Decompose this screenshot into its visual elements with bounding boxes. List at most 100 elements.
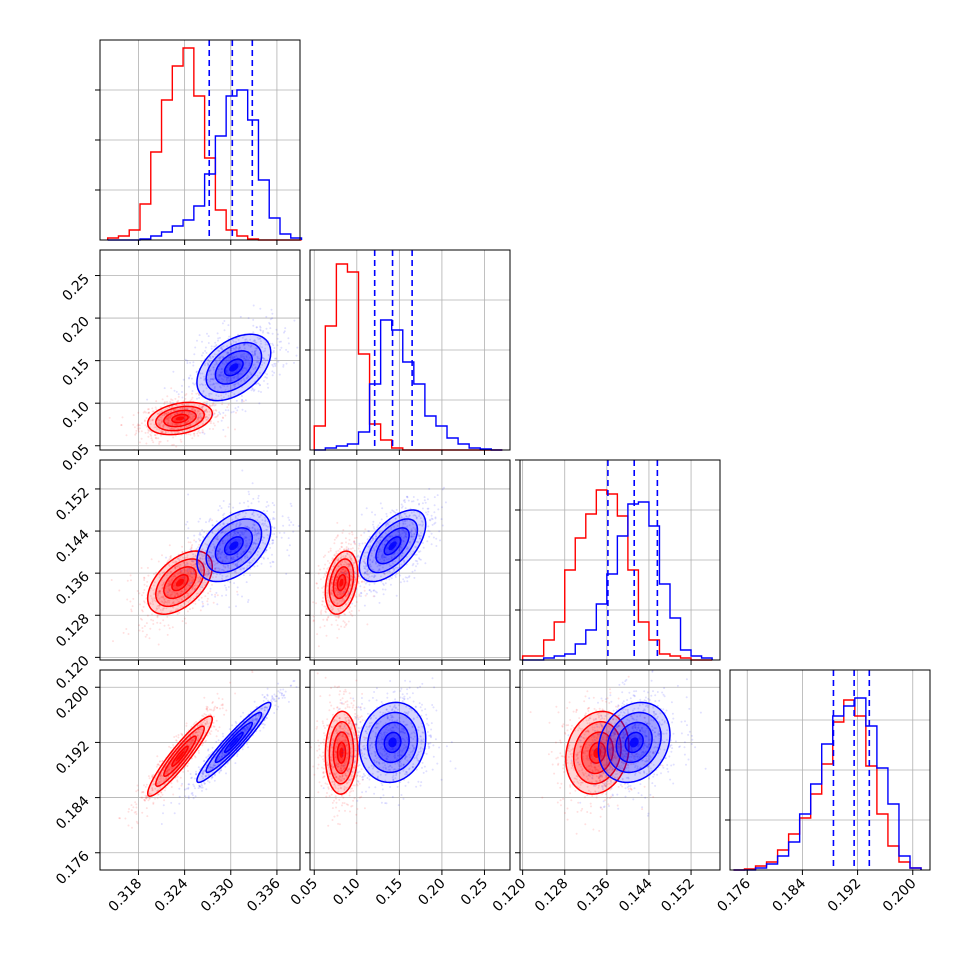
red-sample-point — [168, 558, 171, 561]
red-sample-point — [212, 601, 215, 604]
blue-sample-point — [186, 537, 189, 539]
blue-sample-point — [253, 524, 256, 527]
red-sample-point — [136, 424, 139, 427]
blue-sample-point — [393, 538, 396, 541]
blue-sample-point — [301, 346, 303, 348]
red-sample-point — [158, 424, 161, 426]
red-sample-point — [171, 593, 174, 596]
blue-sample-point — [386, 521, 389, 524]
red-sample-point — [205, 708, 208, 711]
red-sample-point — [315, 602, 318, 605]
blue-sample-point — [220, 367, 223, 370]
blue-sample-point — [253, 534, 256, 537]
blue-sample-point — [215, 573, 218, 576]
blue-sample-point — [399, 514, 402, 517]
red-sample-point — [337, 616, 340, 619]
red-sample-point — [156, 608, 159, 611]
blue-sample-point — [363, 572, 366, 575]
blue-sample-point — [213, 545, 216, 548]
blue-sample-point — [241, 469, 244, 472]
blue-sample-point — [262, 541, 265, 544]
red-sample-point — [343, 571, 345, 574]
blue-sample-point — [186, 362, 189, 364]
red-sample-point — [188, 741, 191, 743]
blue-sample-point — [255, 349, 257, 352]
panel-3-0 — [99, 669, 301, 871]
blue-sample-point — [205, 566, 208, 569]
blue-sample-point — [412, 550, 415, 553]
red-sample-point — [166, 770, 169, 773]
red-sample-point — [348, 568, 351, 571]
blue-contour — [375, 527, 410, 565]
red-sample-point — [198, 575, 201, 578]
blue-sample-point — [210, 556, 213, 559]
blue-sample-point — [222, 411, 225, 414]
red-sample-point — [144, 794, 147, 797]
blue-sample-point — [217, 368, 220, 371]
blue-sample-point — [256, 357, 259, 360]
blue-sample-point — [238, 363, 241, 366]
red-sample-point — [159, 795, 162, 798]
red-sample-point — [145, 797, 147, 800]
red-sample-point — [345, 623, 348, 626]
blue-sample-point — [216, 553, 219, 555]
blue-sample-point — [430, 517, 433, 520]
blue-sample-point — [193, 383, 196, 386]
blue-sample-point — [254, 533, 257, 536]
blue-sample-point — [193, 412, 196, 415]
blue-sample-point — [368, 583, 371, 586]
blue-sample-point — [229, 358, 232, 361]
red-sample-point — [168, 745, 171, 748]
blue-sample-point — [265, 376, 268, 379]
blue-sample-point — [236, 552, 239, 555]
red-sample-point — [188, 584, 191, 587]
red-sample-point — [189, 541, 192, 544]
blue-sample-point — [243, 567, 246, 569]
blue-sample-point — [236, 555, 239, 558]
red-sample-point — [210, 708, 213, 711]
red-sample-point — [351, 533, 354, 536]
red-sample-point — [177, 734, 180, 736]
blue-sample-point — [253, 354, 256, 357]
red-sample-point — [199, 416, 202, 419]
blue-sample-point — [193, 534, 196, 537]
red-sample-point — [182, 770, 185, 773]
blue-sample-point — [385, 538, 388, 541]
red-sample-point — [363, 586, 366, 589]
red-sample-point — [181, 620, 184, 623]
blue-sample-point — [229, 550, 232, 553]
red-sample-point — [328, 604, 331, 607]
blue-sample-point — [263, 362, 266, 364]
blue-sample-point — [391, 562, 394, 565]
red-sample-point — [174, 565, 177, 568]
red-sample-point — [143, 577, 146, 580]
blue-sample-point — [241, 398, 244, 401]
blue-sample-point — [253, 339, 256, 342]
blue-sample-point — [407, 576, 410, 579]
red-sample-point — [177, 422, 180, 425]
red-sample-point — [180, 440, 183, 443]
blue-sample-point — [401, 525, 404, 528]
panel-1-0 — [99, 249, 303, 451]
blue-sample-point — [197, 599, 200, 601]
red-sample-point — [312, 615, 315, 618]
red-sample-point — [129, 600, 132, 603]
red-sample-point — [162, 581, 165, 584]
blue-sample-point — [360, 591, 362, 594]
blue-sample-point — [415, 546, 418, 549]
red-sample-point — [343, 569, 346, 572]
red-sample-point — [211, 583, 213, 586]
blue-sample-point — [237, 406, 240, 408]
blue-sample-point — [194, 589, 196, 592]
blue-sample-point — [246, 376, 249, 379]
blue-sample-point — [366, 569, 369, 572]
red-sample-point — [334, 589, 337, 592]
red-sample-point — [184, 569, 187, 572]
red-sample-point — [229, 681, 232, 684]
red-sample-point — [187, 571, 190, 574]
red-sample-point — [188, 416, 191, 419]
blue-sample-point — [367, 568, 370, 571]
blue-sample-point — [273, 527, 276, 530]
red-sample-point — [184, 422, 187, 425]
blue-sample-point — [392, 510, 395, 512]
